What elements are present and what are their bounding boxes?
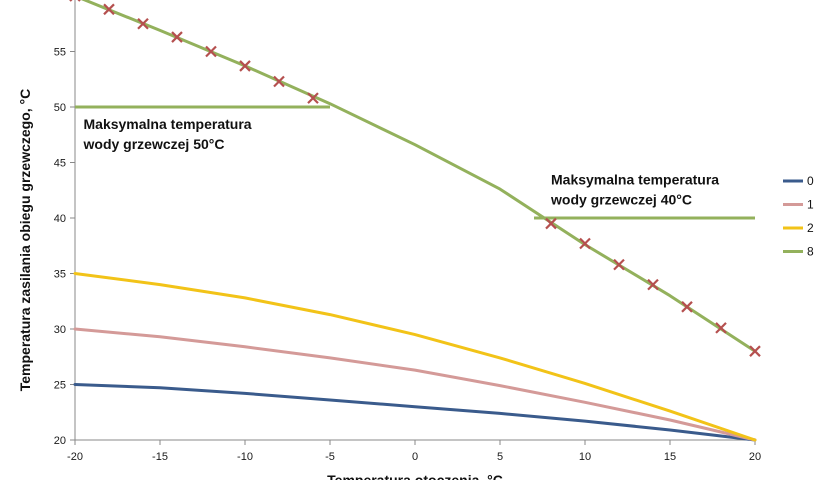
- cross-marker: [103, 3, 115, 16]
- cross-marker: [715, 322, 727, 334]
- x-tick-label: -20: [67, 451, 83, 463]
- cross-stroke: [749, 345, 761, 357]
- annotation-text: Maksymalna temperatura wody grzewczej 50°…: [83, 116, 252, 152]
- legend-label: 2: [807, 221, 814, 235]
- cross-marker: [137, 17, 149, 30]
- series-line-2: [73, 272, 757, 442]
- x-tick-label: 10: [579, 451, 591, 463]
- cross-marker: [171, 31, 183, 43]
- cross-marker: [579, 237, 591, 250]
- y-tick-label: 55: [54, 47, 66, 59]
- cross-stroke: [205, 45, 217, 58]
- annotation-line: wody grzewczej 40°C: [550, 192, 692, 208]
- y-tick-label: 50: [54, 102, 66, 114]
- cross-marker: [647, 278, 659, 291]
- cross-marker: [749, 345, 761, 357]
- legend-label: 0: [807, 174, 814, 188]
- x-tick-label: -15: [152, 451, 168, 463]
- cross-marker: [273, 75, 285, 88]
- annotation-line: Maksymalna temperatura: [84, 116, 252, 132]
- cross-stroke: [715, 322, 727, 334]
- x-tick-label: 20: [749, 451, 761, 463]
- cross-marker: [307, 92, 319, 104]
- annotation-text: Maksymalna temperatura wody grzewczej 40°…: [550, 172, 719, 208]
- series-line-1: [73, 327, 757, 442]
- cross-stroke: [545, 217, 557, 230]
- x-tick-label: 0: [412, 451, 418, 463]
- cross-stroke: [273, 75, 285, 88]
- x-axis-title: Temperatura otoczenia, °C: [327, 472, 503, 480]
- cross-stroke: [307, 92, 319, 104]
- cross-stroke: [239, 60, 251, 72]
- annotation-line: Maksymalna temperatura: [551, 172, 719, 188]
- cross-marker: [239, 60, 251, 72]
- y-tick-label: 30: [54, 324, 66, 336]
- x-tick-label: -10: [237, 451, 253, 463]
- y-tick-label: 20: [54, 435, 66, 447]
- y-tick-label: 40: [54, 213, 66, 225]
- cross-marker: [205, 45, 217, 58]
- legend-label: 8: [807, 245, 814, 259]
- cross-markers: [69, 0, 761, 357]
- cross-stroke: [103, 3, 115, 16]
- x-tick-label: 5: [497, 451, 503, 463]
- y-tick-label: 45: [54, 158, 66, 170]
- cross-stroke: [613, 258, 625, 271]
- series-lines: [73, 0, 757, 442]
- x-tick-label: -5: [325, 451, 335, 463]
- axes: -20 -15 -10 -5 0 5 10 15 20 20 25 30 35 40 45 50 55: [54, 0, 761, 463]
- y-axis-title: Temperatura zasilania obiegu grzewczego,…: [17, 89, 33, 392]
- y-tick-label: 35: [54, 269, 66, 281]
- series-line-0: [73, 383, 757, 442]
- cross-stroke: [137, 17, 149, 30]
- cross-stroke: [171, 31, 183, 43]
- x-tick-label: 15: [664, 451, 676, 463]
- cross-marker: [613, 258, 625, 271]
- cross-stroke: [647, 278, 659, 291]
- cross-marker: [545, 217, 557, 230]
- annotation-line: wody grzewczej 50°C: [83, 136, 225, 152]
- cross-stroke: [579, 237, 591, 250]
- legend-label: 1: [807, 198, 814, 212]
- series-line-8: [80, 0, 757, 353]
- legend: 0 1 2 8: [783, 174, 814, 259]
- cross-marker: [681, 301, 693, 313]
- annotations: Maksymalna temperatura wody grzewczej 50°…: [83, 116, 720, 208]
- cross-stroke: [681, 301, 693, 313]
- y-tick-label: 25: [54, 380, 66, 392]
